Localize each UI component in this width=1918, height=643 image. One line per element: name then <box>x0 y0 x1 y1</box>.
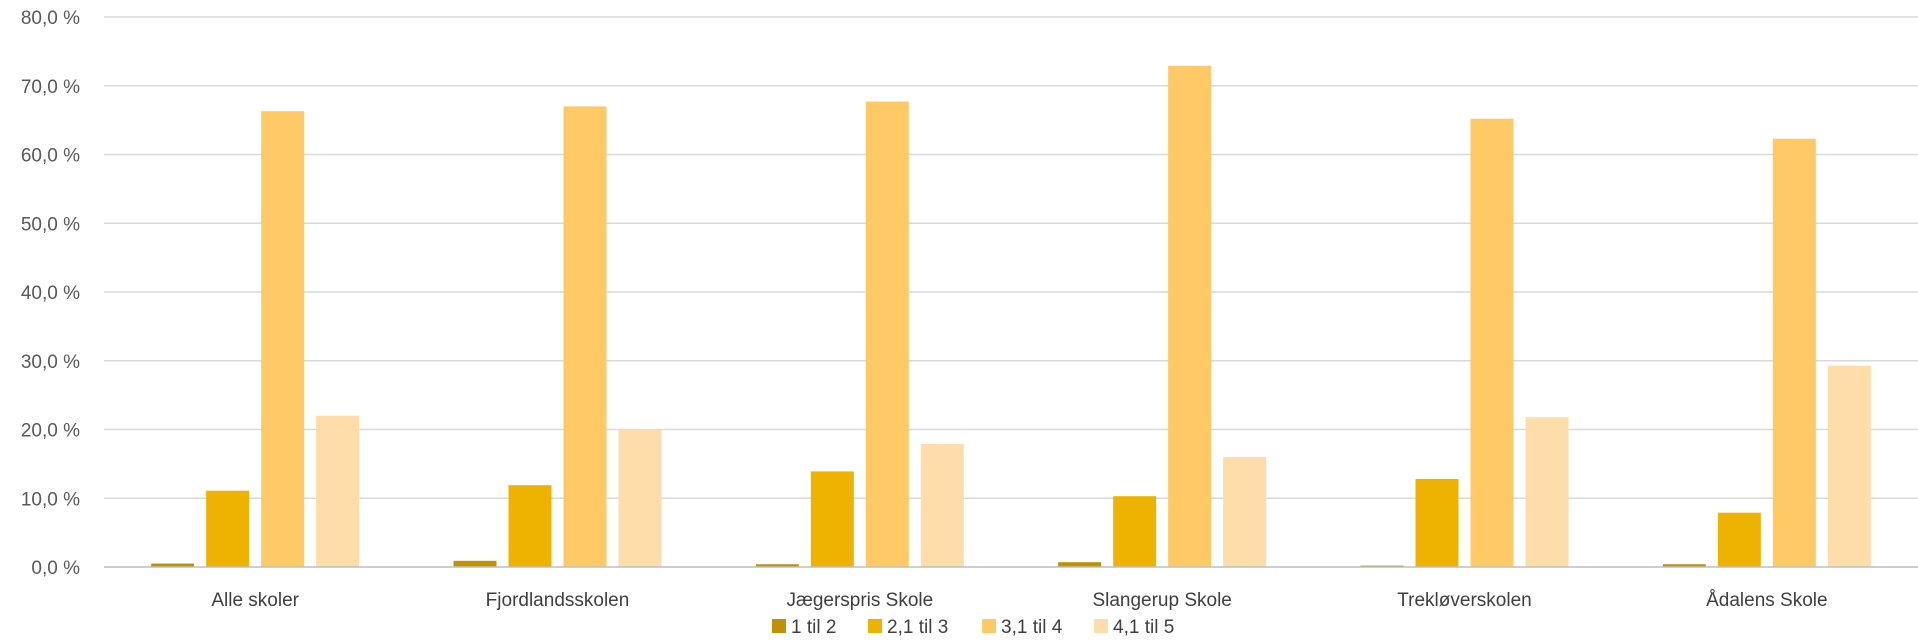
category-label: Slangerup Skole <box>1092 590 1231 611</box>
y-tick-label: 30,0 % <box>21 352 80 373</box>
legend-label: 3,1 til 4 <box>1001 617 1063 638</box>
bar <box>1168 65 1212 567</box>
y-tick-label: 80,0 % <box>21 8 80 29</box>
legend-label: 2,1 til 3 <box>887 617 948 638</box>
legend-swatch <box>982 619 996 633</box>
bar <box>261 111 305 567</box>
category-label: Ådalens Skole <box>1706 590 1827 611</box>
legend-label: 4,1 til 5 <box>1113 617 1174 638</box>
bar <box>1525 417 1569 567</box>
y-tick-label: 10,0 % <box>21 489 80 510</box>
category-label: Alle skoler <box>211 590 299 611</box>
bar <box>1415 479 1459 567</box>
bar <box>810 471 854 567</box>
bar <box>1113 496 1157 567</box>
category-label: Trekløverskolen <box>1397 590 1531 611</box>
bar <box>755 564 799 567</box>
legend-label: 1 til 2 <box>791 617 836 638</box>
bar <box>1223 457 1267 567</box>
bar <box>316 415 360 567</box>
legend-swatch <box>868 619 882 633</box>
category-label: Jægerspris Skole <box>786 590 933 611</box>
bar <box>865 101 909 567</box>
bar <box>920 443 964 567</box>
y-tick-label: 50,0 % <box>21 214 80 235</box>
bar <box>563 106 607 567</box>
bar <box>1470 118 1514 567</box>
category-label: Fjordlandsskolen <box>486 590 630 611</box>
bar <box>1827 365 1871 567</box>
bars <box>151 65 1871 567</box>
bar <box>1717 512 1761 567</box>
bar <box>453 560 497 567</box>
bar <box>1772 138 1816 567</box>
y-axis-tick-labels: 0,0 % 10,0 % 20,0 % 30,0 % 40,0 % 50,0 % 60,0 … <box>21 8 80 579</box>
y-tick-label: 40,0 % <box>21 283 80 304</box>
y-tick-label: 20,0 % <box>21 421 80 442</box>
y-tick-label: 0,0 % <box>31 558 80 579</box>
y-tick-label: 70,0 % <box>21 77 80 98</box>
bar <box>1058 562 1102 567</box>
bar <box>508 485 552 567</box>
bar <box>618 429 662 567</box>
bar <box>1662 564 1706 567</box>
legend: 1 til 2 2,1 til 3 3,1 til 4 4,1 til 5 <box>772 617 1174 638</box>
gridlines <box>104 16 1918 499</box>
legend-swatch <box>772 619 786 633</box>
bar <box>151 563 195 567</box>
y-tick-label: 60,0 % <box>21 146 80 167</box>
legend-swatch <box>1094 619 1108 633</box>
category-labels: Alle skoler Fjordlandsskolen Jægerspris Sk… <box>211 590 1827 611</box>
bar <box>206 490 250 567</box>
